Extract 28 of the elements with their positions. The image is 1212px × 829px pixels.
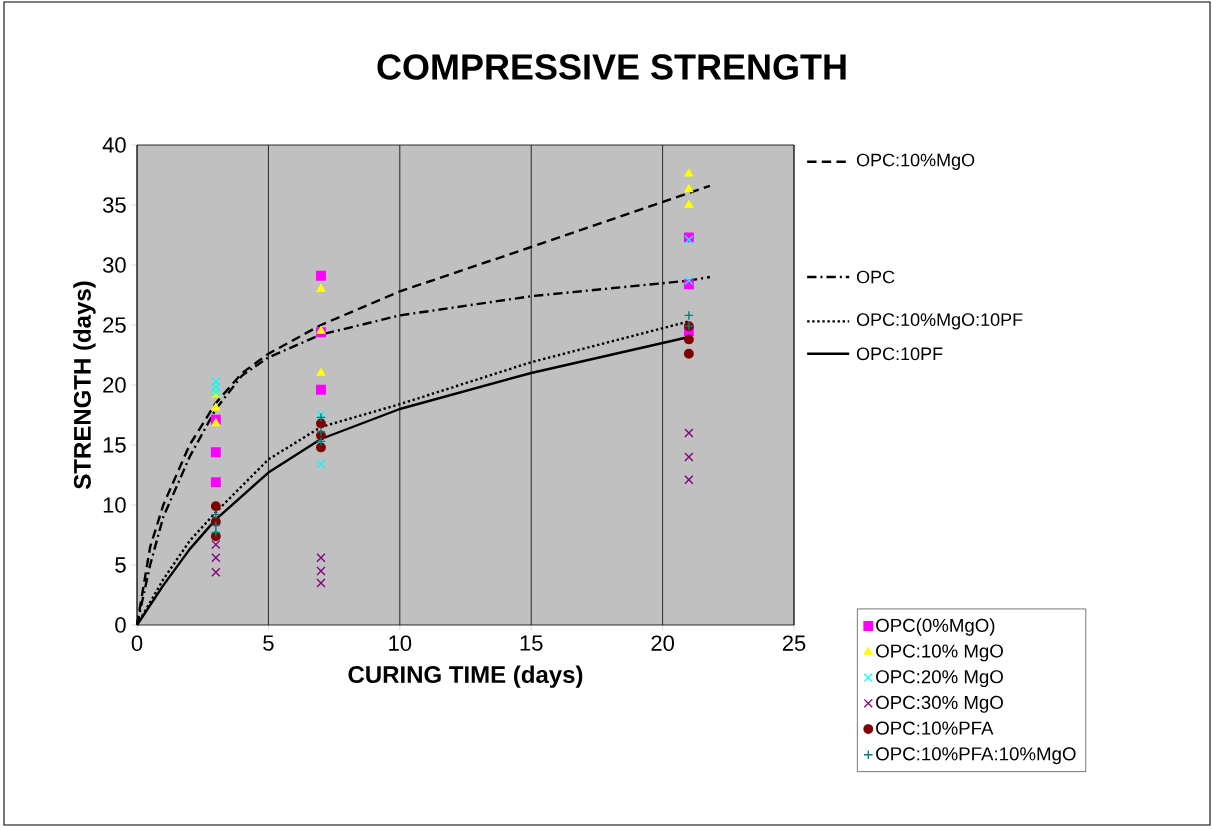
legend-label: OPC:20% MgO [876,670,1003,688]
y-tick-label: 20 [103,377,126,393]
legend-label: OPC:10PF [856,347,943,361]
x-tick-label: 25 [782,635,806,651]
x-tick-label: 5 [263,635,274,651]
y-tick-label: 10 [103,497,126,513]
x-axis-title: CURING TIME (days) [348,665,583,688]
legend-label: OPC:10%PFA:10%MgO [876,747,1076,765]
y-tick-label: 15 [103,437,126,453]
x-tick-label: 15 [520,635,543,651]
y-tick-label: 25 [103,317,126,333]
legend-label: OPC:10%PFA [876,721,994,735]
x-tick-label: 20 [651,635,674,651]
legend-label: OPC:10%MgO:10PF [856,313,1023,330]
x-tick-label: 10 [389,635,412,651]
y-tick-label: 40 [102,137,126,153]
legend-label: OPC [856,270,895,284]
y-tick-label: 35 [102,197,126,213]
y-tick-label: 0 [115,617,126,633]
y-tick-label: 30 [102,257,126,273]
y-tick-label: 5 [115,557,126,573]
legend-label: OPC:10%MgO [856,153,975,170]
legend-label: OPC:30% MgO [876,695,1003,713]
x-tick-label: 0 [131,635,143,651]
legend-label: OPC(0%MgO) [876,618,995,636]
chart-title: COMPRESSIVE STRENGTH [377,54,846,80]
y-axis-title: STRENGTH (days) [73,281,96,489]
legend-label: OPC:10% MgO [876,644,1003,662]
